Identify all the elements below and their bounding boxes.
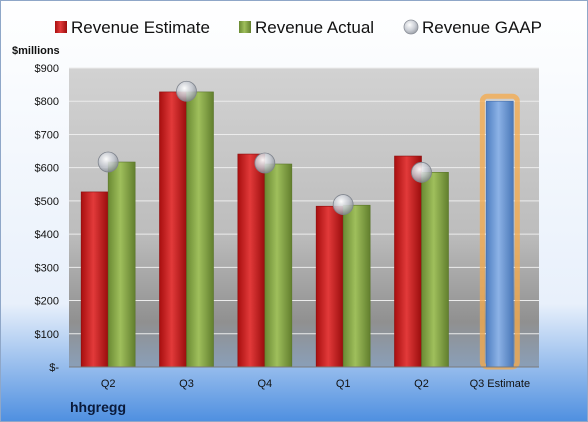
bar-revenue-estimate — [315, 205, 344, 368]
y-tick-label: $600 — [35, 163, 59, 175]
bar-revenue-actual — [107, 161, 136, 368]
bar-revenue-estimate — [237, 153, 266, 368]
y-tick-label: $300 — [35, 262, 59, 274]
y-tick-label: $800 — [35, 96, 59, 108]
legend-swatch-estimate — [55, 21, 67, 33]
x-tick-label: Q2 — [414, 378, 429, 390]
y-axis-unit: $millions — [12, 45, 60, 57]
marker-revenue-gaap — [97, 151, 119, 173]
y-tick-label: $400 — [35, 229, 59, 241]
legend-label-estimate: Revenue Estimate — [71, 18, 210, 37]
legend-label-gaap: Revenue GAAP — [422, 18, 542, 37]
legend-swatch-actual — [239, 21, 251, 33]
x-tick-label: Q3 — [179, 378, 194, 390]
legend-label-actual: Revenue Actual — [255, 18, 374, 37]
gridlines — [69, 67, 539, 335]
y-tick-label: $- — [49, 362, 59, 374]
y-tick-label: $100 — [35, 329, 59, 341]
bar-revenue-estimate — [394, 155, 422, 368]
y-tick-label: $900 — [35, 63, 59, 75]
gaap-markers — [97, 80, 432, 215]
x-tick-label: Q1 — [336, 378, 351, 390]
marker-revenue-gaap — [332, 194, 354, 215]
plot-area — [69, 68, 539, 367]
bars — [80, 91, 520, 370]
bar-revenue-actual — [342, 204, 371, 368]
bar-revenue-actual — [421, 172, 449, 368]
bar-revenue-estimate — [80, 191, 109, 368]
x-tick-label: Q4 — [257, 378, 272, 390]
company-name: hhgregg — [70, 399, 126, 415]
legend-swatch-gaap — [403, 19, 419, 35]
y-tick-label: $200 — [35, 296, 59, 308]
marker-revenue-gaap — [411, 161, 432, 183]
x-tick-label: Q2 — [101, 378, 116, 390]
x-axis-ticks: Q2 Q3 Q4 Q1 Q2 Q3 Estimate — [101, 378, 530, 390]
legend: Revenue Estimate Revenue Actual Revenue … — [55, 18, 542, 37]
marker-revenue-gaap — [254, 152, 276, 174]
bar-revenue-estimate — [159, 91, 187, 368]
y-tick-label: $700 — [35, 129, 59, 141]
y-tick-label: $500 — [35, 196, 59, 208]
bar-revenue-estimate-projection — [486, 100, 514, 368]
bar-revenue-actual — [264, 163, 293, 368]
x-tick-label: Q3 Estimate — [470, 378, 531, 390]
marker-revenue-gaap — [176, 80, 197, 102]
y-axis-ticks: $- $100 $200 $300 $400 $500 $600 $700 $800 $900 — [35, 63, 60, 374]
bar-revenue-actual — [186, 91, 214, 368]
